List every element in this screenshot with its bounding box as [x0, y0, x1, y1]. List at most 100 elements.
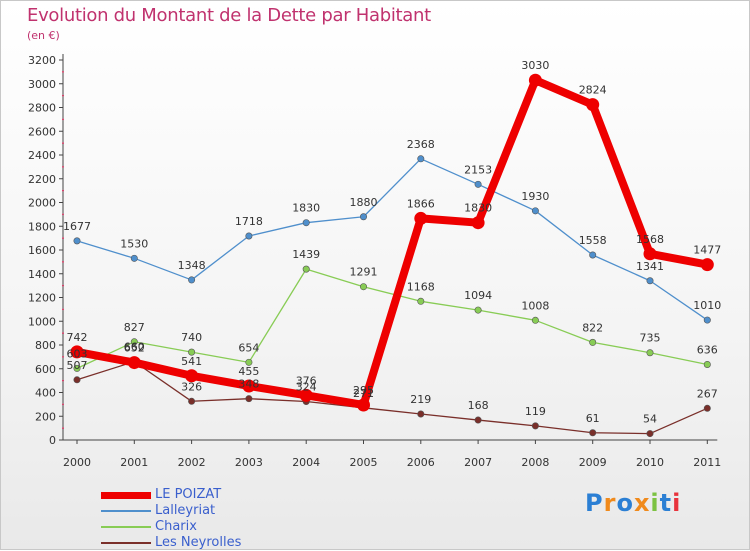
data-label: 326	[181, 380, 202, 393]
x-tick-label: 2010	[636, 456, 664, 469]
data-point	[70, 345, 84, 359]
data-label: 1291	[350, 266, 378, 279]
data-point	[531, 316, 539, 324]
data-label: 740	[181, 331, 202, 344]
logo-letter: t	[659, 489, 673, 517]
data-point	[589, 338, 597, 346]
y-tick-label: 800	[35, 339, 56, 352]
data-point	[474, 180, 482, 188]
data-point	[471, 216, 485, 230]
data-label: 1558	[579, 234, 607, 247]
y-tick-label: 2800	[28, 102, 56, 115]
data-label: 827	[124, 321, 145, 334]
data-point	[589, 429, 597, 437]
data-point	[302, 265, 310, 273]
data-point	[73, 376, 81, 384]
y-tick-label: 600	[35, 363, 56, 376]
y-tick-label: 3000	[28, 78, 56, 91]
y-minor-dot	[62, 70, 64, 73]
data-point	[188, 397, 196, 405]
y-tick-label: 0	[49, 434, 56, 447]
data-label: 636	[697, 343, 718, 356]
data-point	[528, 73, 542, 87]
y-tick-label: 1200	[28, 292, 56, 305]
y-tick-label: 2600	[28, 125, 56, 138]
x-tick-label: 2004	[292, 456, 320, 469]
data-point	[73, 364, 81, 372]
data-label: 1930	[521, 190, 549, 203]
data-label: 267	[697, 387, 718, 400]
data-label: 2153	[464, 163, 492, 176]
data-point	[130, 254, 138, 262]
data-label: 1880	[350, 196, 378, 209]
proxiti-logo: Proxiti	[585, 489, 681, 517]
data-point	[589, 251, 597, 259]
y-tick-label: 2200	[28, 173, 56, 186]
y-minor-dot	[62, 332, 64, 335]
data-point	[73, 237, 81, 245]
data-label: 219	[410, 393, 431, 406]
data-point	[643, 247, 657, 261]
data-point	[646, 277, 654, 285]
data-point	[474, 416, 482, 424]
data-label: 54	[643, 413, 657, 426]
data-label: 376	[296, 374, 317, 387]
data-label: 1830	[464, 202, 492, 215]
y-minor-dot	[62, 189, 64, 192]
x-tick-label: 2005	[350, 456, 378, 469]
line-chart: 0 200 400 600 800 1000 1200 1400 1600 1800 2000 220…	[28, 54, 721, 469]
data-label: 3030	[521, 59, 549, 72]
data-label: 1010	[693, 299, 721, 312]
data-point	[417, 155, 425, 163]
data-label: 271	[353, 387, 374, 400]
logo-letter: P	[585, 489, 604, 517]
x-tick-label: 2002	[178, 456, 206, 469]
data-label: 61	[586, 412, 600, 425]
y-tick-label: 400	[35, 387, 56, 400]
legend-swatch	[101, 526, 151, 528]
data-point	[531, 207, 539, 215]
y-minor-dot	[62, 260, 64, 263]
y-tick-label: 1400	[28, 268, 56, 281]
series-line	[76, 268, 708, 370]
data-label: 822	[582, 321, 603, 334]
x-tick-label: 2008	[521, 456, 549, 469]
series-lines	[70, 73, 714, 438]
data-label: 1568	[636, 233, 664, 246]
x-tick-label: 2006	[407, 456, 435, 469]
data-point	[299, 388, 313, 402]
data-point	[357, 398, 370, 412]
data-point	[700, 258, 714, 272]
data-point	[703, 404, 711, 412]
data-point	[646, 349, 654, 357]
data-label: 1008	[521, 299, 549, 312]
data-label: 660	[124, 341, 145, 354]
legend-label: Lalleyriat	[155, 503, 216, 518]
series-line	[76, 360, 708, 435]
data-label: 1830	[292, 202, 320, 215]
data-label: 119	[525, 405, 546, 418]
data-label: 1094	[464, 289, 492, 302]
series-line	[76, 158, 708, 321]
data-point	[245, 232, 253, 240]
data-point	[245, 358, 253, 366]
data-point	[531, 422, 539, 430]
series-line	[73, 76, 712, 409]
data-label: 652	[124, 342, 145, 355]
data-label: 295	[353, 384, 374, 397]
y-minor-dot	[62, 165, 64, 168]
x-tick-label: 2001	[120, 456, 148, 469]
data-label: 1718	[235, 215, 263, 228]
x-tick-label: 2009	[579, 456, 607, 469]
data-labels: 742 652 541 455 376 295 1866 1830 3030 2824 1568 14…	[63, 59, 721, 425]
data-point	[417, 297, 425, 305]
legend-label: Les Neyrolles	[155, 535, 242, 550]
data-point	[127, 356, 141, 370]
y-tick-label: 3200	[28, 54, 56, 67]
y-tick-label: 2000	[28, 197, 56, 210]
y-minor-dot	[62, 284, 64, 287]
data-point	[245, 395, 253, 403]
x-tick-label: 2011	[693, 456, 721, 469]
data-label: 455	[238, 365, 259, 378]
data-point	[586, 98, 600, 112]
